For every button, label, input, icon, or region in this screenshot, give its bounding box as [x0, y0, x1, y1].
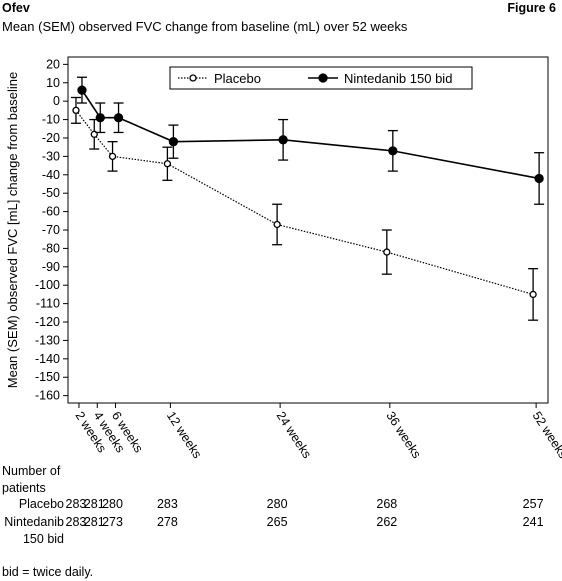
y-tick-label: -30	[42, 149, 60, 163]
legend-label: Nintedanib 150 bid	[344, 71, 452, 86]
y-tick-label: -80	[42, 241, 60, 255]
patient-count: 280	[102, 497, 123, 511]
y-tick-label: 0	[53, 94, 60, 108]
point	[383, 248, 391, 256]
series-line	[75, 110, 534, 295]
y-tick-label: 20	[46, 57, 60, 71]
point	[388, 146, 398, 156]
table-heading: Number of patients	[2, 464, 61, 495]
legend-label: Placebo	[214, 71, 261, 86]
point	[77, 85, 87, 95]
patient-count: 280	[266, 497, 288, 511]
point	[278, 135, 288, 145]
y-tick-label: -150	[35, 370, 60, 384]
patient-count: 257	[522, 497, 544, 511]
patient-count: 281	[83, 497, 105, 511]
y-tick-label: 10	[46, 76, 60, 90]
x-tick-label: 36 weeks	[383, 409, 424, 461]
y-tick-label: -130	[35, 333, 60, 347]
point	[529, 290, 537, 299]
point	[108, 152, 117, 161]
row-label: Placebo	[18, 497, 64, 511]
footnote: bid = twice daily.	[2, 565, 94, 579]
patient-count: 281	[83, 515, 105, 529]
patient-count: 283	[156, 497, 178, 511]
y-tick-label: -10	[42, 113, 60, 127]
patient-count: 262	[376, 515, 398, 529]
y-tick-label: -120	[35, 315, 60, 329]
y-tick-label: -110	[36, 297, 60, 311]
y-tick-label: -160	[35, 389, 60, 403]
legend-marker	[318, 73, 328, 83]
y-tick-label: -20	[42, 131, 60, 145]
patient-count: 283	[65, 497, 87, 511]
point	[72, 106, 80, 115]
chart: 20 10 0 -10 -20 -30 -40 -50 -60 -70 -80 -90 -100 -110…	[5, 56, 562, 461]
patient-count: 283	[65, 515, 87, 529]
figure-number: Figure 6	[507, 1, 556, 15]
y-tick-label: -140	[35, 352, 60, 366]
patient-count: 241	[522, 515, 544, 529]
point	[534, 173, 544, 184]
y-tick-label: -60	[42, 205, 60, 219]
point	[168, 137, 179, 147]
x-tick-label: 52 weeks	[530, 409, 562, 461]
y-tick-label: -40	[42, 168, 60, 182]
brand: Ofev	[2, 1, 30, 15]
point	[113, 113, 124, 123]
plot-frame	[67, 56, 549, 404]
point	[163, 160, 172, 168]
y-tick-label: -100	[35, 278, 60, 292]
x-tick-label: 12 weeks	[164, 409, 205, 461]
series-line	[81, 89, 540, 180]
row-label: Nintedanib 150 bid	[4, 515, 64, 546]
point	[95, 113, 105, 123]
patient-count: 268	[376, 497, 398, 511]
y-tick-label: -90	[42, 260, 60, 274]
x-tick-label: 24 weeks	[274, 409, 315, 461]
y-tick-label: -70	[42, 223, 60, 237]
y-axis-label: Mean (SEM) observed FVC [mL] change from…	[5, 72, 20, 388]
patient-count: 265	[266, 515, 288, 529]
patient-count: 273	[102, 515, 123, 529]
chart-title: Mean (SEM) observed FVC change from base…	[2, 19, 408, 34]
patient-count: 278	[156, 515, 178, 529]
point	[273, 220, 281, 229]
y-tick-label: -50	[42, 186, 60, 200]
legend-marker	[189, 74, 197, 82]
